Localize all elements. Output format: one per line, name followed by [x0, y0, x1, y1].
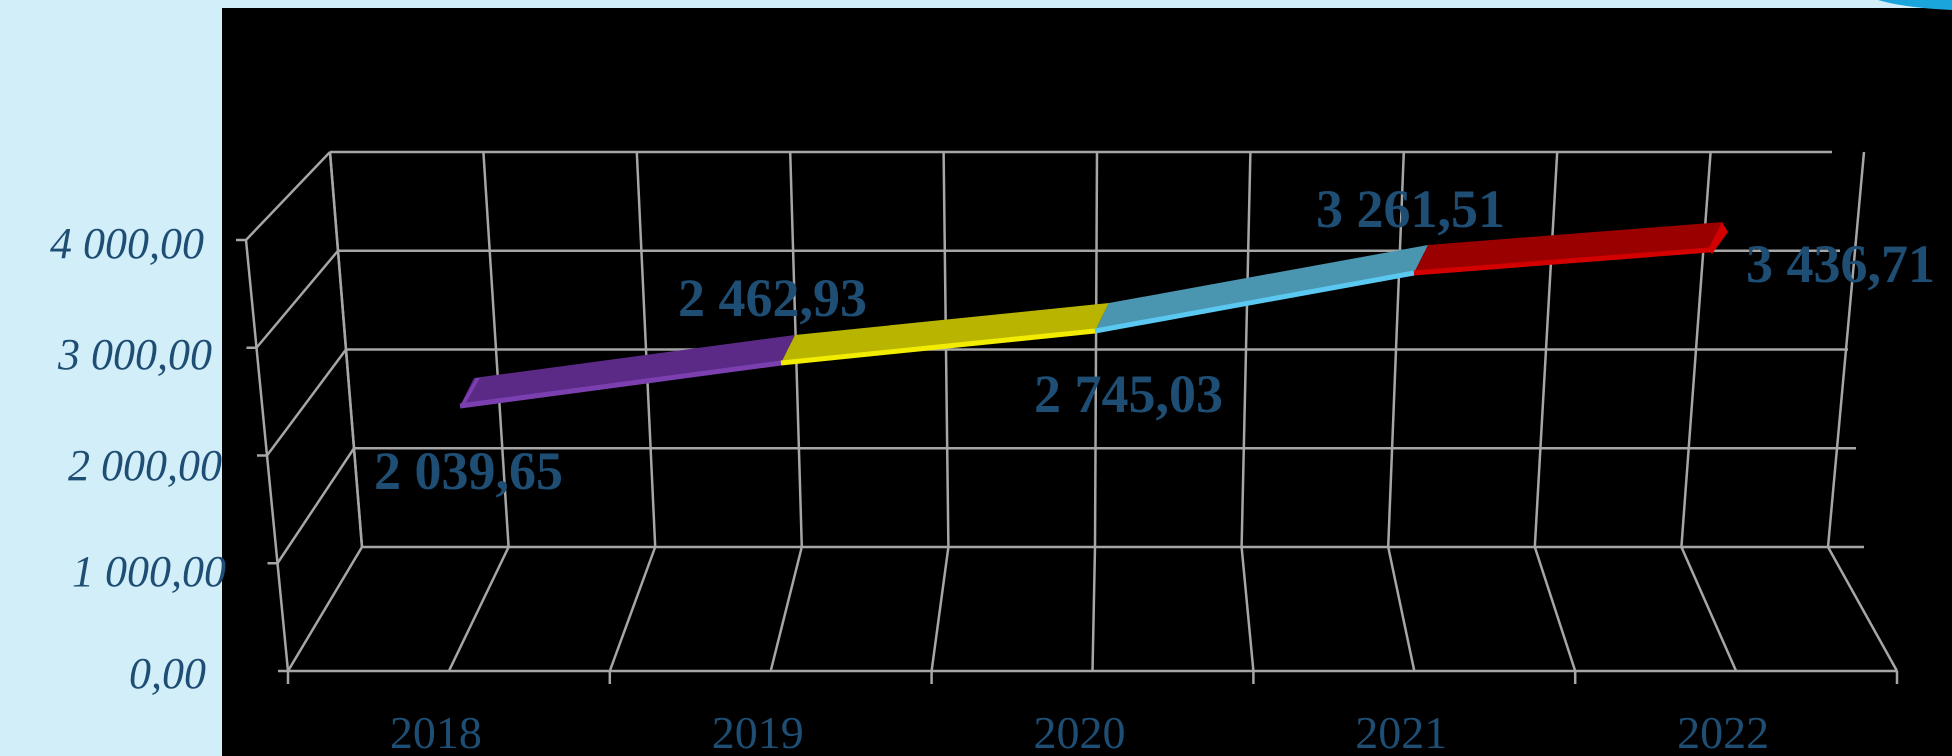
- series-ribbon: [459, 222, 1728, 409]
- x-axis-ticks: 2018 2019 2020 2021 2022: [390, 707, 1769, 756]
- series-end-cap: [1708, 222, 1728, 254]
- gridline-back-v: [1826, 151, 1866, 548]
- x-tick-label: 2020: [1034, 707, 1126, 756]
- data-labels: 2 039,65 2 462,93 2 745,03 3 261,51 3 436,71: [374, 179, 1935, 501]
- floor-diag: [1091, 546, 1097, 672]
- data-label-2019: 2 462,93: [678, 268, 867, 328]
- data-label-2020: 2 745,03: [1034, 364, 1223, 424]
- y-tick-label: 1 000,00: [72, 547, 226, 596]
- floor-diag: [1386, 546, 1416, 672]
- gridline-left-diag: [245, 151, 331, 241]
- floor-diag: [1680, 546, 1738, 672]
- series-segment-2020-2021: [1095, 245, 1428, 331]
- series-segment-edge: [1413, 247, 1710, 276]
- floor-diag: [447, 546, 510, 672]
- gridline-back-v: [1533, 151, 1559, 548]
- y-tick-label: 2 000,00: [68, 441, 222, 490]
- gridline-back-v: [635, 151, 657, 548]
- corner-decoration: [1878, 0, 1952, 10]
- gridline-back-v: [482, 151, 510, 548]
- x-tick-label: 2018: [390, 707, 482, 756]
- gridline-left-front: [244, 239, 290, 672]
- y-tick-label: 0,00: [129, 649, 206, 698]
- gridline-back-v: [942, 151, 950, 548]
- floor-diag: [769, 546, 804, 672]
- gridline-left-diag: [255, 249, 339, 349]
- floor-diag: [1533, 546, 1577, 672]
- gridline-back-v: [1240, 151, 1252, 548]
- gridline-back-v: [1680, 151, 1712, 548]
- data-label-2018: 2 039,65: [374, 441, 563, 501]
- series-start-cap: [460, 378, 480, 406]
- gridline-back-v: [328, 151, 364, 548]
- floor-diag: [608, 546, 657, 672]
- data-label-2022: 3 436,71: [1746, 234, 1935, 294]
- series-segment-edge: [1094, 270, 1415, 334]
- floor-right-edge: [1826, 546, 1899, 672]
- series-segment-edge: [780, 328, 1096, 366]
- x-tick-label: 2019: [712, 707, 804, 756]
- x-tick-label: 2022: [1677, 707, 1769, 756]
- data-label-2021: 3 261,51: [1316, 179, 1505, 239]
- floor-diag: [930, 546, 950, 672]
- series-segment-edge: [459, 360, 782, 409]
- gridline-back-v: [1093, 151, 1099, 548]
- gridline-left-diag: [286, 546, 364, 672]
- series-segment-2021-2022: [1414, 222, 1723, 273]
- gridline-left-diag: [276, 447, 356, 564]
- gridline-left-diag: [265, 348, 348, 457]
- series-segment-2019-2020: [781, 303, 1109, 363]
- y-tick-label: 4 000,00: [50, 219, 204, 268]
- y-axis-ticks: 0,00 1 000,00 2 000,00 3 000,00 4 000,00: [50, 219, 226, 698]
- floor-diag: [1240, 546, 1255, 672]
- gridline-back-v: [1386, 151, 1406, 548]
- series-segment-2018-2019: [460, 335, 795, 406]
- x-tick-label: 2021: [1355, 707, 1447, 756]
- y-tick-label: 3 000,00: [57, 330, 212, 379]
